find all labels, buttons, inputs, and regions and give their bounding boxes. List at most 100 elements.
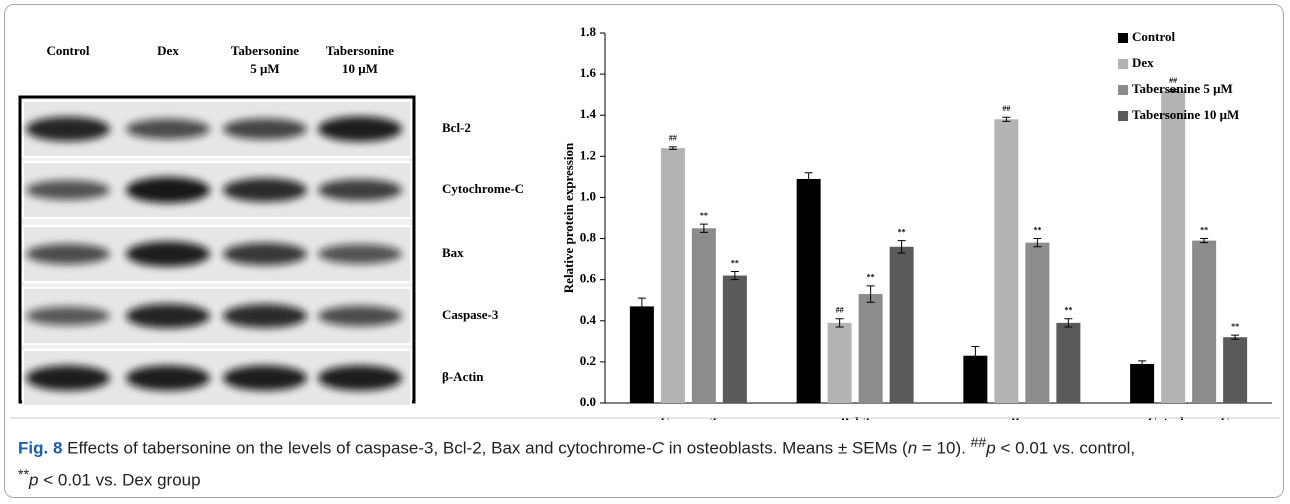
error-bar bbox=[668, 146, 677, 150]
blot-column-label: Tabersonine bbox=[231, 43, 299, 58]
bar bbox=[629, 306, 654, 403]
legend-label: Control bbox=[1132, 29, 1175, 44]
significance-label: ## bbox=[1169, 76, 1177, 85]
blot-column-label: 5 μM bbox=[250, 61, 279, 76]
bar bbox=[1192, 240, 1217, 403]
caption-text: p bbox=[29, 470, 39, 490]
bar bbox=[994, 119, 1019, 403]
caption-text: < 0.01 vs. control, bbox=[995, 438, 1136, 458]
caption: Fig. 8 Effects of tabersonine on the lev… bbox=[18, 430, 1268, 493]
legend-label: Tabersonine 10 μM bbox=[1132, 107, 1239, 122]
error-bar bbox=[835, 318, 844, 328]
blot-band bbox=[26, 365, 110, 391]
blot-row-label: Cytochrome-C bbox=[442, 181, 524, 196]
legend-label: Tabersonine 5 μM bbox=[1132, 81, 1233, 96]
y-axis-label: Relative protein expression bbox=[561, 142, 576, 293]
blot-column-label: Dex bbox=[157, 43, 179, 58]
blot-row-label: Bax bbox=[442, 245, 464, 260]
caption-text: in osteoblasts. Means ± SEMs ( bbox=[664, 438, 908, 458]
legend-swatch bbox=[1118, 33, 1128, 43]
blot-column-label: Control bbox=[46, 43, 89, 58]
figure: Control Dex Tabersonine 5 μM Tabersonine 10 μ… bbox=[10, 24, 1280, 420]
blot-column-label: 10 μM bbox=[342, 61, 378, 76]
significance-label: ## bbox=[1002, 104, 1010, 113]
caption-text: Effects of tabersonine on the levels of … bbox=[62, 438, 652, 458]
caption-text: p bbox=[986, 438, 996, 458]
bar bbox=[691, 228, 716, 403]
blot-band bbox=[223, 365, 307, 391]
significance-label: ## bbox=[669, 134, 677, 143]
blot-band bbox=[223, 178, 307, 202]
blot-band bbox=[318, 365, 402, 391]
blot: Control Dex Tabersonine 5 μM Tabersonine 10 μ… bbox=[22, 43, 524, 407]
caption-text: n bbox=[907, 438, 918, 458]
legend-swatch bbox=[1118, 85, 1128, 95]
error-bar bbox=[1064, 318, 1073, 328]
legend-swatch bbox=[1118, 111, 1128, 121]
caption-text: C bbox=[651, 438, 665, 458]
blot-band bbox=[126, 177, 210, 203]
bar bbox=[1161, 90, 1186, 404]
error-bar bbox=[866, 285, 875, 303]
caption-text: < 0.01 vs. Dex group bbox=[38, 470, 201, 490]
caption-text: ** bbox=[18, 466, 30, 483]
bar bbox=[889, 246, 914, 403]
blot-band bbox=[318, 179, 402, 201]
x-tick-label: Bcl-2 bbox=[841, 414, 870, 420]
blot-row-label: Caspase-3 bbox=[442, 307, 499, 322]
bar bbox=[1130, 363, 1155, 403]
bar bbox=[1025, 242, 1050, 403]
error-bar bbox=[1138, 360, 1147, 368]
blot-band bbox=[318, 244, 402, 264]
bar bbox=[1056, 322, 1081, 403]
blot-band bbox=[126, 118, 210, 140]
significance-label: ** bbox=[898, 227, 906, 236]
blot-band bbox=[126, 303, 210, 329]
fig-label: Fig. 8 bbox=[18, 438, 63, 458]
error-bar bbox=[1200, 238, 1209, 244]
y-tick-label: 0.6 bbox=[580, 271, 597, 286]
blot-band bbox=[26, 116, 110, 142]
significance-label: ** bbox=[700, 211, 708, 220]
bar bbox=[1223, 337, 1248, 403]
bar bbox=[660, 148, 685, 403]
blot-band bbox=[26, 180, 110, 200]
error-bar bbox=[897, 240, 906, 254]
y-tick-label: 0.0 bbox=[580, 394, 596, 409]
significance-label: ** bbox=[1200, 225, 1208, 234]
blot-row-label: Bcl-2 bbox=[442, 120, 471, 135]
y-tick-label: 1.4 bbox=[580, 106, 597, 121]
y-tick-label: 1.2 bbox=[580, 147, 596, 162]
error-bar bbox=[1033, 238, 1042, 248]
legend-label: Dex bbox=[1132, 55, 1154, 70]
significance-label: ** bbox=[1231, 322, 1239, 331]
error-bar bbox=[1231, 334, 1240, 340]
significance-label: ** bbox=[731, 258, 739, 267]
y-tick-label: 0.8 bbox=[580, 230, 597, 245]
figure-frame bbox=[4, 4, 1284, 498]
y-tick-label: 1.0 bbox=[580, 188, 596, 203]
error-bar bbox=[637, 297, 646, 316]
chart: 0.0 0.2 0.4 0.6 0.8 1.0 1.2 1.4 1.6 1.8 Relative p… bbox=[561, 24, 1272, 420]
bar bbox=[722, 275, 747, 403]
y-tick-label: 0.4 bbox=[580, 312, 597, 327]
blot-band bbox=[318, 305, 402, 327]
significance-label: ** bbox=[867, 273, 875, 282]
error-bar bbox=[804, 172, 813, 186]
significance-label: ** bbox=[1064, 306, 1072, 315]
blot-band bbox=[223, 304, 307, 328]
caption-text: ## bbox=[970, 435, 987, 451]
x-tick-label: Bax bbox=[1011, 414, 1033, 420]
caption-text: = 10). bbox=[917, 438, 971, 458]
error-bar bbox=[971, 345, 980, 366]
significance-label: ** bbox=[1033, 225, 1041, 234]
significance-label: ## bbox=[836, 306, 844, 315]
bar bbox=[858, 294, 883, 403]
legend-swatch bbox=[1118, 59, 1128, 69]
x-tick-label: Caspase-3 bbox=[660, 414, 717, 420]
error-bar bbox=[1002, 116, 1011, 122]
y-tick-label: 1.8 bbox=[580, 24, 597, 39]
blot-band bbox=[126, 365, 210, 391]
blot-band bbox=[223, 118, 307, 140]
blot-band bbox=[26, 243, 110, 265]
